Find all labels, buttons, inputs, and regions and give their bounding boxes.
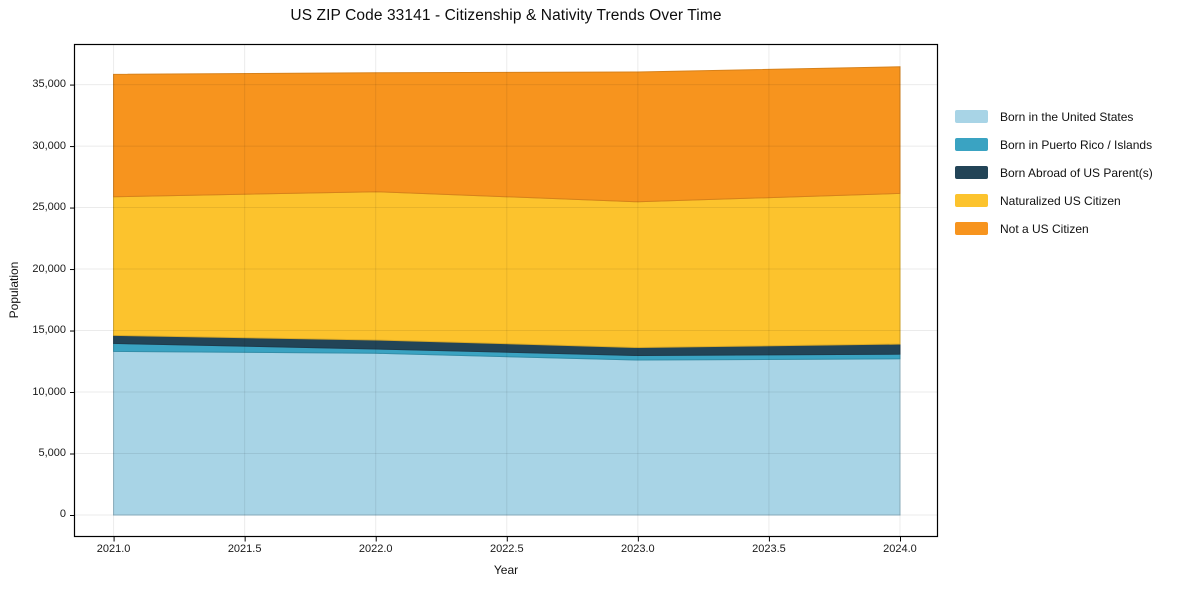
legend-label: Born Abroad of US Parent(s) <box>1000 165 1153 180</box>
x-tick-label: 2021.5 <box>227 543 262 555</box>
x-tick-label: 2021.0 <box>96 543 131 555</box>
x-tick-label: 2023.5 <box>752 543 786 555</box>
legend-swatch-icon <box>955 166 988 179</box>
y-tick-label: 25,000 <box>32 201 66 214</box>
legend-swatch-icon <box>955 194 988 207</box>
legend: Born in the United States Born in Puerto … <box>955 109 1153 249</box>
y-tick-label: 30,000 <box>32 139 66 152</box>
x-tick-label: 2022.5 <box>489 543 524 555</box>
legend-item-born-in-puerto-rico-islands: Born in Puerto Rico / Islands <box>955 137 1153 152</box>
y-axis-title: Population <box>7 261 21 319</box>
legend-item-born-abroad-of-us-parent-s: Born Abroad of US Parent(s) <box>955 165 1153 180</box>
legend-label: Not a US Citizen <box>1000 221 1089 236</box>
plot-border <box>73 43 939 538</box>
y-tick-label: 20,000 <box>32 262 66 275</box>
y-tick-label: 5,000 <box>38 447 66 459</box>
y-tick-label: 15,000 <box>32 324 66 337</box>
legend-swatch-icon <box>955 138 988 151</box>
y-tick-label: 0 <box>59 508 66 521</box>
legend-item-naturalized-us-citizen: Naturalized US Citizen <box>955 193 1153 208</box>
x-tick-label: 2023.0 <box>621 543 655 555</box>
legend-swatch-icon <box>955 222 988 235</box>
legend-label: Born in the United States <box>1000 109 1134 124</box>
y-tick-label: 35,000 <box>32 78 66 91</box>
x-tick-label: 2022.0 <box>358 543 393 555</box>
y-tick-label: 10,000 <box>32 385 66 398</box>
legend-swatch-icon <box>955 110 988 123</box>
x-tick-label: 2024.0 <box>883 543 917 555</box>
chart-title: US ZIP Code 33141 - Citizenship & Nativi… <box>290 7 722 24</box>
x-axis-title: Year <box>493 563 519 577</box>
legend-item-not-a-us-citizen: Not a US Citizen <box>955 221 1153 236</box>
legend-label: Naturalized US Citizen <box>1000 193 1121 208</box>
legend-item-born-in-the-united-states: Born in the United States <box>955 109 1153 124</box>
legend-label: Born in Puerto Rico / Islands <box>1000 137 1153 152</box>
area-not-a-us-citizen <box>113 66 901 203</box>
